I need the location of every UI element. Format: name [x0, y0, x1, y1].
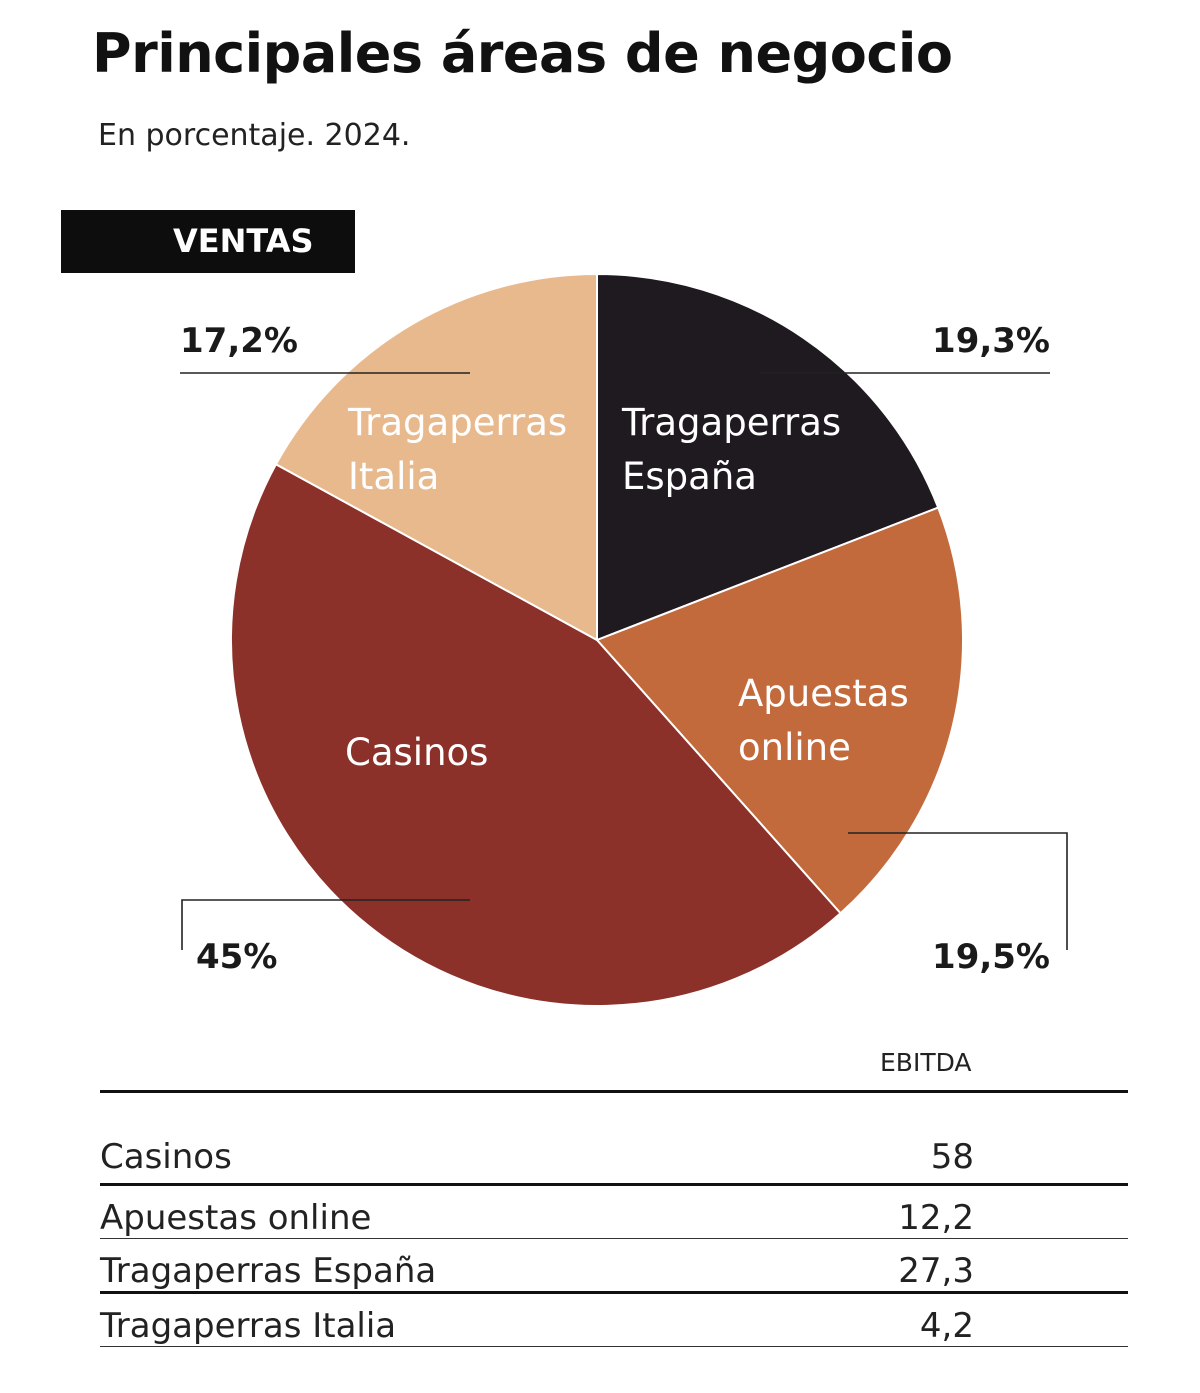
slice-name-label: Italia	[348, 455, 439, 498]
row-value: 27,3	[710, 1238, 1128, 1294]
slice-value-label: 19,3%	[932, 321, 1050, 361]
leader-line	[181, 899, 470, 950]
table-row: Tragaperras Italia 4,2	[100, 1292, 1128, 1347]
pie-slice	[595, 506, 964, 915]
table-row: Tragaperras España 27,3	[100, 1238, 1128, 1294]
chart-title: Principales áreas de negocio	[92, 22, 953, 85]
slice-value-label: 17,2%	[180, 321, 298, 361]
section-tag-ventas: VENTAS	[61, 210, 355, 273]
slice-name-label: Apuestas	[738, 672, 909, 715]
pie-slice	[274, 272, 598, 642]
row-label: Apuestas online	[100, 1184, 711, 1239]
slice-name-label: Casinos	[345, 731, 488, 774]
ebitda-column-header: EBITDA	[880, 1048, 972, 1077]
slice-value-label: 19,5%	[932, 937, 1050, 977]
table-row: Apuestas online 12,2	[100, 1184, 1128, 1239]
slice-value-label: 45%	[196, 937, 277, 977]
row-value: 4,2	[710, 1292, 1128, 1347]
row-label: Casinos	[100, 1091, 711, 1186]
row-value: 12,2	[710, 1184, 1128, 1239]
ebitda-table: Casinos 58 Apuestas online 12,2 Tragaper…	[100, 1090, 1128, 1347]
row-label: Tragaperras Italia	[100, 1292, 711, 1347]
table-row: Casinos 58	[100, 1091, 1128, 1186]
pie-slice	[230, 462, 842, 1007]
row-label: Tragaperras España	[100, 1238, 711, 1294]
pie-chart: Tragaperras España 19,3% Apuestas online 19,5…	[180, 272, 1068, 1007]
pie-slice	[596, 272, 940, 642]
chart-subtitle: En porcentaje. 2024.	[98, 118, 411, 153]
slice-name-label: Tragaperras	[347, 401, 567, 444]
leader-line	[848, 832, 1068, 950]
slice-name-label: España	[622, 455, 757, 498]
slice-name-label: online	[738, 726, 851, 769]
slice-name-label: Tragaperras	[621, 401, 841, 444]
row-value: 58	[710, 1091, 1128, 1186]
